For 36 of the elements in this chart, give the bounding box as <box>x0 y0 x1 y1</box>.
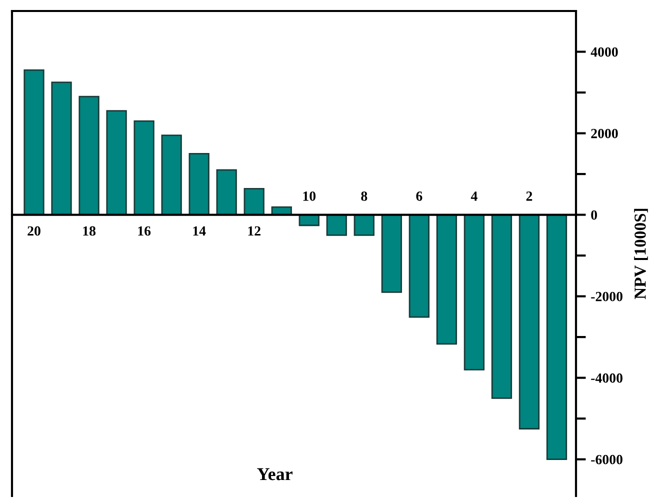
x-tick-label: 16 <box>138 226 151 236</box>
bar <box>546 214 568 460</box>
y2-tick-label: -4000 <box>591 373 622 383</box>
bar <box>24 69 44 216</box>
bar <box>381 214 402 293</box>
bar <box>436 214 458 345</box>
y2-tick-label: 2000 <box>591 128 618 138</box>
bar <box>491 214 512 399</box>
bar <box>518 214 540 430</box>
bar <box>408 214 430 318</box>
bar <box>106 110 127 216</box>
bar <box>354 214 374 236</box>
x-tick-label: 6 <box>416 192 422 201</box>
bar <box>51 82 72 216</box>
bar <box>464 214 485 370</box>
x-tick-label: 12 <box>248 226 260 236</box>
bar <box>78 96 100 216</box>
x-tick-label: 10 <box>303 191 316 201</box>
x-tick-label: 4 <box>470 192 478 201</box>
x-tick-label: 14 <box>193 226 206 236</box>
x-tick-label: 18 <box>83 226 96 236</box>
bar <box>216 169 237 216</box>
y2-tick-label: 0 <box>591 210 597 220</box>
bar <box>134 120 154 216</box>
x-tick-label: 20 <box>28 226 40 236</box>
x-tick-label: 2 <box>526 192 532 201</box>
y2-axis-title: NPV [1000S] <box>634 208 648 300</box>
x-tick-label: 8 <box>361 191 368 201</box>
y2-tick-label: -2000 <box>591 292 622 302</box>
bar <box>326 214 347 236</box>
x-axis-title: Year <box>257 468 292 480</box>
bar <box>188 152 210 216</box>
bar <box>161 134 182 216</box>
y2-tick-label: -6000 <box>591 454 622 464</box>
bar <box>244 188 264 216</box>
y2-tick-label: 4000 <box>590 47 618 57</box>
